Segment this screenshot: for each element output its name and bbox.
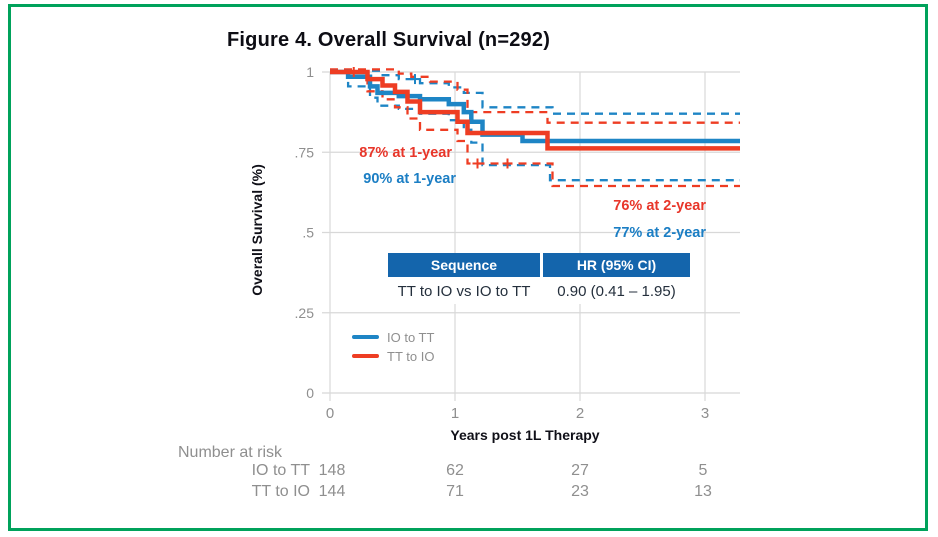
- legend-label-tt-to-io: TT to IO: [387, 348, 435, 364]
- hazard-ratio-table-row: TT to IO vs IO to TT 0.90 (0.41 – 1.95): [388, 277, 690, 304]
- hr-table-header-hr-ci: HR (95% CI): [543, 253, 690, 277]
- legend-item-tt-to-io: TT to IO: [352, 348, 435, 364]
- annotation-io-to-tt-1-year: 90% at 1-year: [363, 171, 456, 187]
- curve-io-to-tt-95-ci-upper: [330, 69, 740, 115]
- curve-tt-to-io: [330, 69, 740, 151]
- y-tick-label: .75: [295, 144, 315, 160]
- hr-table-cell-comparison: TT to IO vs IO to TT: [397, 283, 531, 300]
- legend-line-swatch-io-to-tt: [352, 335, 379, 339]
- hr-table-header-sequence: Sequence: [388, 253, 540, 277]
- risk-row-label-io-to-tt: IO to TT: [251, 462, 310, 479]
- y-tick-label: .5: [302, 225, 314, 241]
- risk-count: 71: [446, 483, 464, 500]
- number-at-risk-title: Number at risk: [178, 444, 283, 461]
- figure-title: Figure 4. Overall Survival (n=292): [227, 29, 551, 51]
- risk-count: 5: [698, 462, 708, 479]
- legend-line-swatch-tt-to-io: [352, 354, 379, 358]
- x-tick-label: 3: [701, 405, 709, 422]
- y-axis-title: Overall Survival (%): [249, 164, 265, 296]
- risk-count: 23: [571, 483, 589, 500]
- green-border-frame: [8, 4, 928, 531]
- risk-count: 144: [318, 483, 346, 500]
- x-tick-label: 1: [451, 405, 459, 422]
- risk-count: 148: [318, 462, 346, 479]
- y-tick-label: .25: [295, 305, 315, 321]
- annotation-tt-to-io-2-year: 76% at 2-year: [613, 198, 706, 214]
- risk-row-label-tt-to-io: TT to IO: [251, 483, 310, 500]
- legend-item-io-to-tt: IO to TT: [352, 329, 435, 345]
- hazard-ratio-table-header: Sequence HR (95% CI): [388, 253, 690, 277]
- curve-tt-to-io-95-ci-lower: [330, 70, 740, 188]
- y-tick-label: 0: [306, 385, 314, 401]
- curve-io-to-tt: [330, 69, 740, 144]
- y-tick-label: 1: [306, 64, 314, 80]
- hazard-ratio-table: Sequence HR (95% CI) TT to IO vs IO to T…: [388, 253, 690, 304]
- x-tick-label: 2: [576, 405, 584, 422]
- x-tick-label: 0: [326, 405, 334, 422]
- curve-tt-to-io-95-ci-upper: [330, 68, 740, 124]
- risk-count: 62: [446, 462, 464, 479]
- hr-table-cell-value: 0.90 (0.41 – 1.95): [557, 283, 676, 300]
- annotation-io-to-tt-2-year: 77% at 2-year: [613, 225, 706, 241]
- legend-label-io-to-tt: IO to TT: [387, 329, 435, 345]
- x-axis-title: Years post 1L Therapy: [450, 427, 600, 443]
- annotation-tt-to-io-1-year: 87% at 1-year: [359, 145, 452, 161]
- risk-count: 27: [571, 462, 589, 479]
- risk-count: 13: [694, 483, 712, 500]
